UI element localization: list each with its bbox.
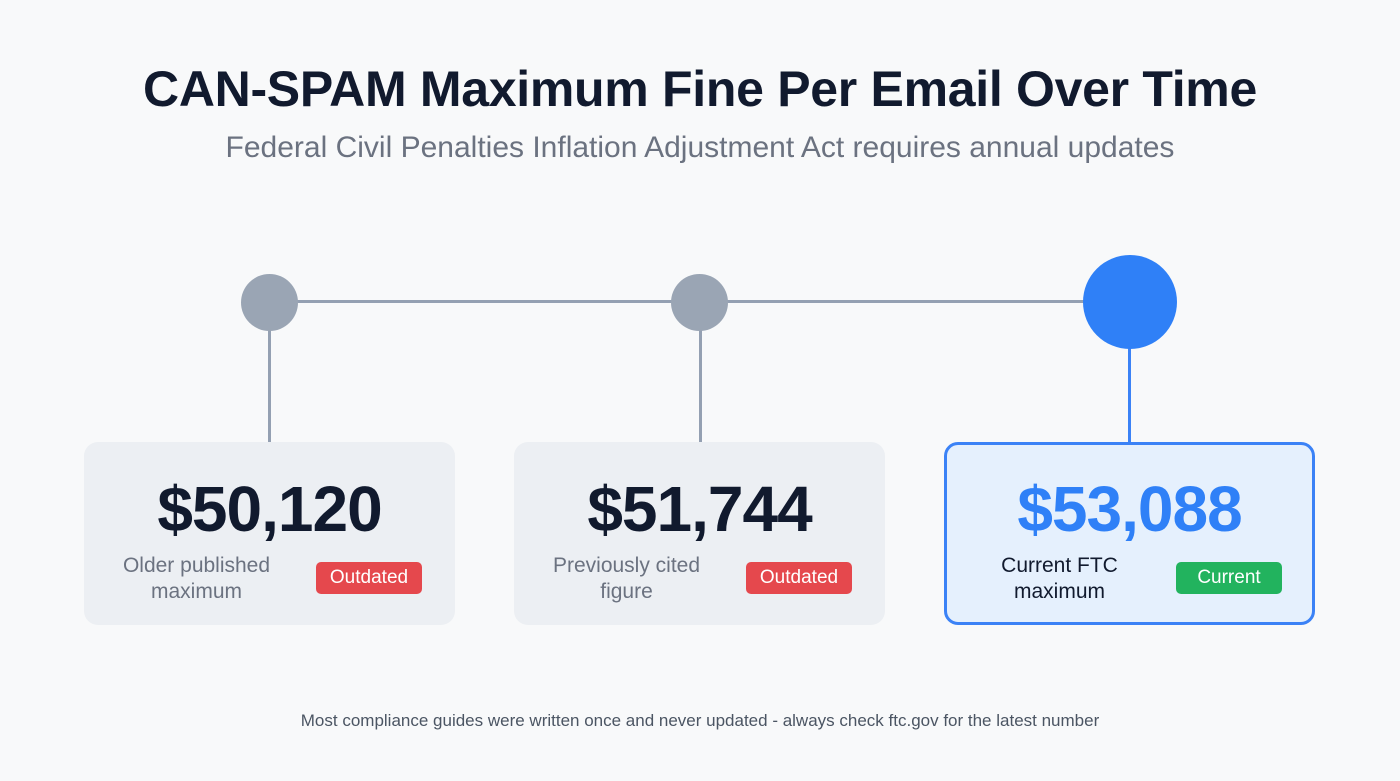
fine-amount: $51,744 <box>587 473 812 545</box>
fine-description: Older published maximum <box>122 554 271 603</box>
page-title: CAN-SPAM Maximum Fine Per Email Over Tim… <box>143 61 1257 117</box>
milestone-card: $50,120 Older published maximum Outdated <box>84 442 455 625</box>
fine-description: Previously cited figure <box>552 554 701 603</box>
status-badge: Current <box>1176 562 1282 594</box>
connector-line <box>699 320 702 442</box>
milestone-card-current: $53,088 Current FTC maximum Current <box>944 442 1315 625</box>
connector-line <box>268 320 271 442</box>
fine-description: Current FTC maximum <box>1001 554 1118 603</box>
fine-amount: $50,120 <box>157 473 382 545</box>
timeline-node <box>241 274 298 331</box>
page-subtitle: Federal Civil Penalties Inflation Adjust… <box>225 131 1175 164</box>
status-badge: Outdated <box>316 562 422 594</box>
milestone-card: $51,744 Previously cited figure Outdated <box>514 442 885 625</box>
connector-line-current <box>1128 340 1131 442</box>
timeline-node <box>671 274 728 331</box>
timeline-node-current <box>1083 255 1177 349</box>
status-badge: Outdated <box>746 562 852 594</box>
footer-note: Most compliance guides were written once… <box>300 711 1100 730</box>
fine-amount: $53,088 <box>1017 473 1242 545</box>
